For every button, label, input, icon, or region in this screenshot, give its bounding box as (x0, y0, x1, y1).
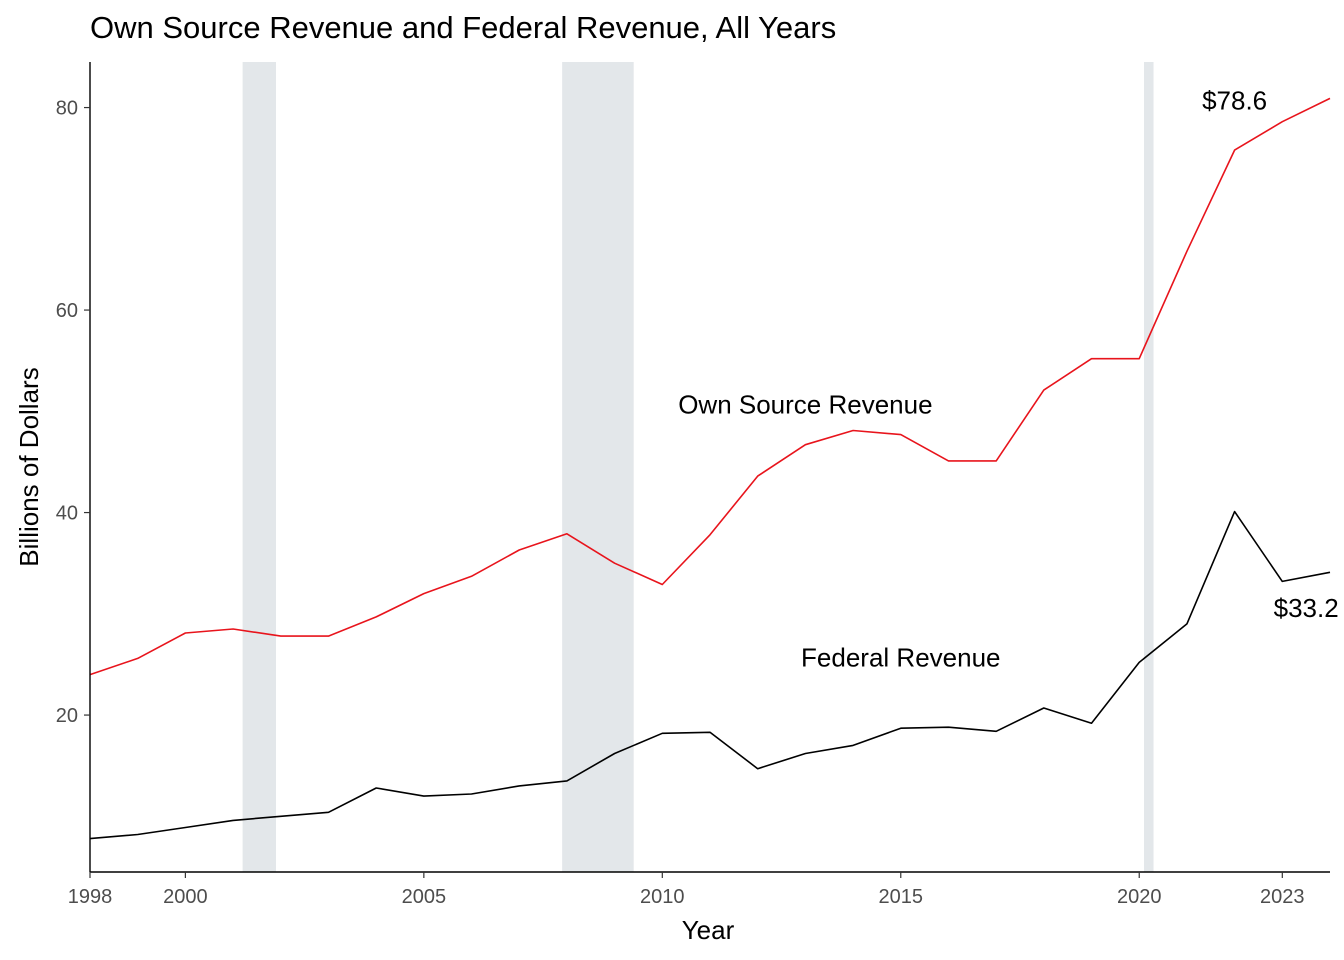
axes: 20 40 60 80 1998 2000 2005 2010 2015 2020 2023 Year… (14, 62, 1330, 945)
y-tick-label: 20 (56, 705, 78, 727)
x-tick-label: 2020 (1117, 886, 1162, 908)
x-tick-label: 2010 (640, 886, 685, 908)
x-axis-title: Year (682, 915, 735, 945)
annotation-78-6: $78.6 (1202, 86, 1267, 116)
y-tick-label: 40 (56, 503, 78, 525)
annotation-own-source-revenue: Own Source Revenue (678, 389, 932, 419)
recession-band-2 (562, 62, 634, 872)
x-tick-label: 1998 (68, 886, 113, 908)
annotation-33-2: $33.2 (1274, 593, 1339, 623)
y-tick-label: 60 (56, 300, 78, 322)
series-lines (89, 97, 1331, 840)
x-tick-label: 2005 (402, 886, 447, 908)
recession-band-1 (242, 62, 276, 872)
series-line-federal-revenue (89, 510, 1331, 840)
x-tick-label: 2023 (1260, 886, 1305, 908)
annotations: Own Source Revenue Federal Revenue $78.6 $3… (678, 86, 1338, 673)
recession-bands (242, 62, 1154, 872)
x-tick-label: 2015 (879, 886, 924, 908)
x-tick-label: 2000 (163, 886, 208, 908)
recession-band-3 (1144, 62, 1154, 872)
y-tick-label: 80 (56, 98, 78, 120)
series-line-own-source-revenue (89, 97, 1331, 676)
annotation-federal-revenue: Federal Revenue (801, 642, 1000, 672)
chart-title: Own Source Revenue and Federal Revenue, … (90, 10, 837, 45)
y-axis-title: Billions of Dollars (14, 367, 44, 566)
